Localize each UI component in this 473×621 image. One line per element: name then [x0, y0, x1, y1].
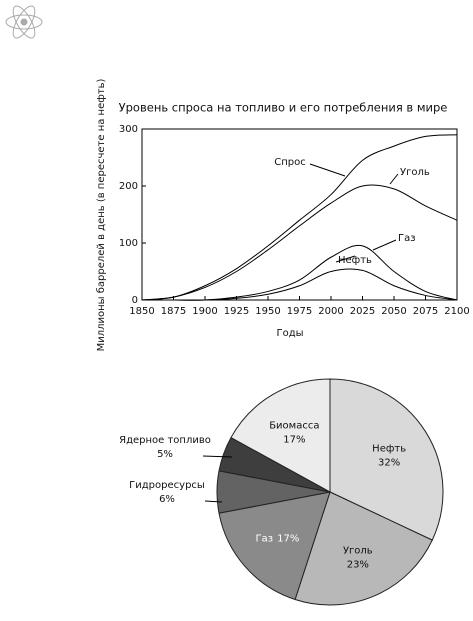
logo: [5, 5, 43, 39]
y-axis-label: Миллионы баррелей в день (в пересчете на…: [96, 78, 107, 351]
x-tick-label: 1950: [255, 306, 280, 317]
x-tick-label: 1850: [129, 306, 154, 317]
pie-slice: [329, 378, 444, 541]
x-tick-label: 1875: [161, 306, 186, 317]
series-label: Газ: [398, 233, 416, 244]
x-axis-label: Годы: [276, 328, 303, 339]
y-tick-label: 300: [119, 124, 138, 135]
slice-label: Газ 17%: [256, 533, 300, 544]
series-line: [141, 184, 458, 301]
x-tick-label: 1925: [224, 306, 249, 317]
plot-frame: [141, 128, 458, 301]
series-label: Уголь: [400, 167, 430, 178]
slice-value: 32%: [378, 457, 400, 468]
series-line: [141, 134, 458, 301]
chart-title: Уровень спроса на топливо и его потребле…: [119, 101, 448, 115]
leader-line: [309, 163, 346, 177]
slice-category: Уголь: [343, 545, 373, 556]
slice-category: Биомасса: [269, 421, 319, 432]
slice-category: Газ: [256, 533, 274, 544]
line-chart: 1850 1875 1900 1925 1950 1975 2000 2025 2050 2075…: [119, 124, 470, 317]
slice-value: 17%: [283, 435, 305, 446]
slice-category: Нефть: [372, 443, 406, 454]
leader-line: [335, 255, 356, 263]
pie-slice: [218, 491, 331, 601]
x-tick-label: 2075: [413, 306, 438, 317]
slice-value: 23%: [347, 559, 369, 570]
y-tick-label: 200: [119, 181, 138, 192]
pie-slice: [230, 378, 331, 493]
leader-line: [389, 173, 399, 185]
series-label: Нефть: [338, 255, 372, 266]
x-tick-label: 2050: [381, 306, 406, 317]
x-tick-label: 2000: [318, 306, 343, 317]
series-line: [141, 268, 458, 301]
leader-line: [202, 455, 233, 458]
slice-category: Гидроресурсы: [129, 480, 205, 491]
slice-value: 5%: [157, 449, 173, 460]
pie-slice: [294, 491, 433, 606]
slice-value: 17%: [277, 533, 299, 544]
y-tick-label: 0: [132, 295, 138, 306]
leader-line: [204, 500, 223, 503]
y-tick-label: 100: [119, 238, 138, 249]
x-tick-label: 1975: [287, 306, 312, 317]
x-tick-label: 2100: [444, 306, 469, 317]
series-label: Спрос: [274, 157, 305, 168]
leader-line: [372, 239, 397, 251]
slice-category: Ядерное топливо: [119, 435, 211, 446]
x-tick-label: 1900: [192, 306, 217, 317]
x-tick-label: 2025: [350, 306, 375, 317]
slice-value: 6%: [159, 494, 175, 505]
